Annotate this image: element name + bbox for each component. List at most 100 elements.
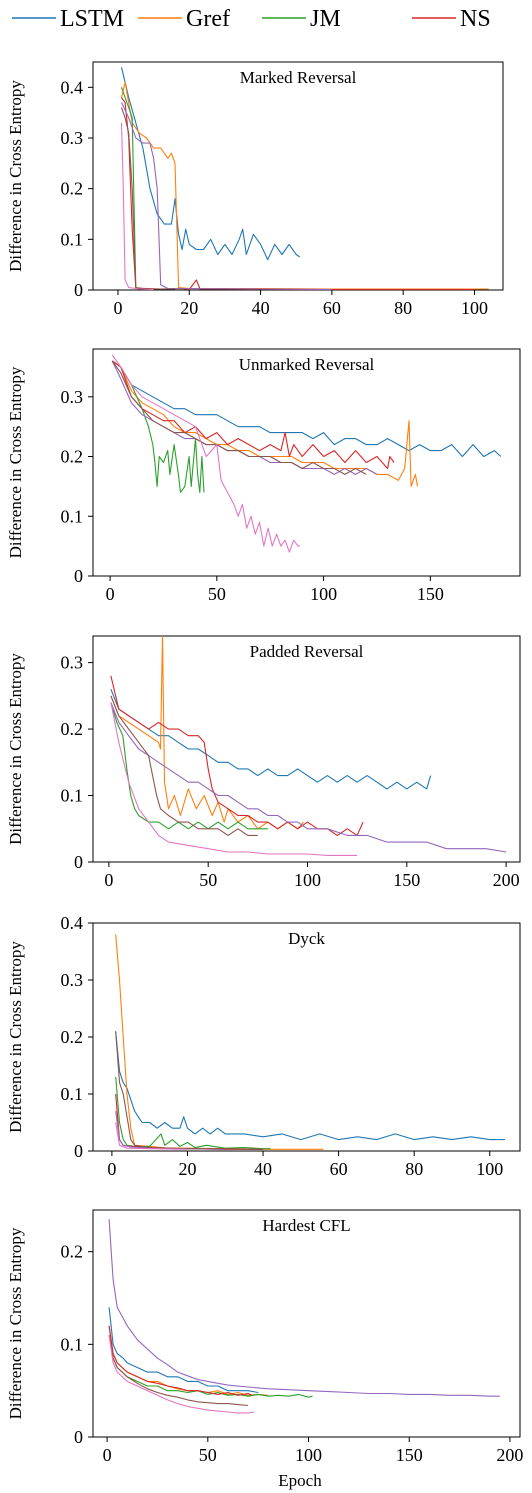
x-tick-label: 0 — [103, 1445, 112, 1465]
x-tick-label: 0 — [107, 1159, 116, 1179]
y-tick-label: 0 — [74, 852, 83, 872]
legend: LSTM Gref JM NS — [12, 6, 491, 32]
y-axis-label: Difference in Cross Entropy — [6, 1227, 25, 1419]
legend-label: NS — [460, 6, 491, 32]
x-tick-label: 0 — [106, 584, 115, 604]
series-line-lstm — [108, 1307, 259, 1394]
x-tick-label: 0 — [104, 870, 113, 890]
y-tick-label: 0.2 — [61, 179, 84, 199]
x-tick-label: 100 — [310, 584, 337, 604]
x-tick-label: 100 — [476, 1159, 503, 1179]
series-line-unnamed-5 — [111, 360, 367, 475]
plot-frame — [92, 922, 521, 1152]
series-line-jm — [111, 360, 205, 493]
series-line-unnamed-6 — [115, 1122, 188, 1150]
x-tick-label: 100 — [294, 870, 321, 890]
plot-frame — [92, 348, 521, 577]
series-line-gref — [108, 1325, 269, 1396]
plot-frame — [92, 1209, 521, 1438]
x-tick-label: 100 — [295, 1445, 322, 1465]
series-line-gref — [120, 81, 489, 290]
chart-title: Hardest CFL — [262, 1216, 350, 1235]
legend-label: LSTM — [60, 6, 124, 32]
y-tick-label: 0 — [74, 1427, 83, 1447]
chart-title: Marked Reversal — [240, 68, 357, 87]
y-tick-label: 0 — [74, 1141, 83, 1161]
series-line-gref — [115, 934, 324, 1150]
series-line-unnamed-4 — [108, 1219, 500, 1397]
chart-title: Dyck — [288, 929, 325, 948]
legend-label: Gref — [186, 6, 230, 32]
series-line-lstm — [111, 360, 502, 458]
series-line-lstm — [115, 1031, 505, 1141]
series-line-unnamed-6 — [108, 1335, 255, 1414]
x-tick-label: 20 — [180, 298, 198, 318]
y-tick-label: 0 — [74, 566, 83, 586]
x-tick-label: 40 — [254, 1159, 272, 1179]
x-tick-label: 20 — [178, 1159, 196, 1179]
chart-panel-2: 0 50 100 150 0 0.1 0.2 0.3 Unmarked Reversal Diff… — [6, 348, 521, 604]
y-axis-label: Difference in Cross Entropy — [6, 653, 25, 845]
y-tick-label: 0.2 — [61, 719, 84, 739]
y-tick-label: 0.4 — [61, 913, 84, 933]
series-line-ns — [121, 97, 475, 290]
plot-frame — [92, 61, 504, 291]
series-line-jm — [115, 1076, 271, 1150]
series-line-unnamed-5 — [110, 695, 258, 836]
x-tick-label: 80 — [394, 298, 412, 318]
x-tick-label: 60 — [330, 1159, 348, 1179]
series-line-gref — [111, 360, 419, 487]
y-tick-label: 0.3 — [61, 128, 84, 148]
series-line-unnamed-4 — [121, 102, 332, 290]
y-axis-label: Difference in Cross Entropy — [6, 80, 25, 272]
series-line-jm — [108, 1335, 313, 1398]
series-line-unnamed-6 — [110, 702, 358, 856]
series-line-ns — [115, 1093, 263, 1150]
y-axis-label: Difference in Cross Entropy — [6, 366, 25, 558]
y-tick-label: 0.2 — [61, 1242, 84, 1262]
series-line-jm — [110, 702, 268, 830]
y-tick-label: 0.1 — [61, 786, 84, 806]
y-tick-label: 0.3 — [61, 653, 84, 673]
series-line-unnamed-4 — [115, 1111, 226, 1150]
chart-panel-5: 0 50 100 150 200 0 0.1 0.2 Hardest CFL Difference… — [6, 1209, 523, 1465]
x-tick-label: 80 — [405, 1159, 423, 1179]
y-tick-label: 0.2 — [61, 1027, 84, 1047]
x-axis-label: Epoch — [278, 1471, 322, 1490]
y-tick-label: 0.3 — [61, 970, 84, 990]
x-tick-label: 0 — [113, 298, 122, 318]
chart-title: Unmarked Reversal — [239, 355, 375, 374]
legend-label: JM — [310, 6, 341, 32]
series-line-unnamed-5 — [108, 1335, 249, 1407]
x-tick-label: 200 — [493, 870, 520, 890]
x-tick-label: 60 — [323, 298, 341, 318]
series-group — [110, 636, 507, 856]
x-tick-label: 50 — [199, 1445, 217, 1465]
series-line-gref — [110, 636, 304, 830]
legend-item-lstm: LSTM — [12, 6, 124, 32]
chart-panel-4: 0 20 40 60 80 100 0 0.1 0.2 0.3 0.4 Dyck Difference … — [6, 913, 521, 1179]
legend-item-ns: NS — [412, 6, 491, 32]
x-tick-label: 40 — [252, 298, 270, 318]
series-line-unnamed-5 — [120, 107, 175, 290]
x-tick-label: 200 — [496, 1445, 523, 1465]
y-tick-label: 0.1 — [61, 506, 84, 526]
legend-item-jm: JM — [262, 6, 341, 32]
series-line-unnamed-4 — [111, 360, 378, 475]
series-group — [111, 354, 502, 553]
series-group — [115, 934, 505, 1150]
series-line-lstm — [120, 66, 301, 261]
x-tick-label: 150 — [417, 584, 444, 604]
y-axis-label: Difference in Cross Entropy — [6, 941, 25, 1133]
chart-panel-3: 0 50 100 150 200 0 0.1 0.2 0.3 Padded Reversal Dif… — [6, 635, 521, 890]
series-line-lstm — [110, 688, 432, 790]
x-tick-label: 50 — [199, 870, 217, 890]
y-tick-label: 0.1 — [61, 1084, 84, 1104]
y-tick-label: 0.1 — [61, 229, 84, 249]
series-group — [120, 66, 489, 290]
series-line-unnamed-4 — [110, 702, 507, 853]
series-line-jm — [120, 87, 161, 290]
series-line-ns — [108, 1325, 253, 1396]
y-tick-label: 0.2 — [61, 447, 84, 467]
